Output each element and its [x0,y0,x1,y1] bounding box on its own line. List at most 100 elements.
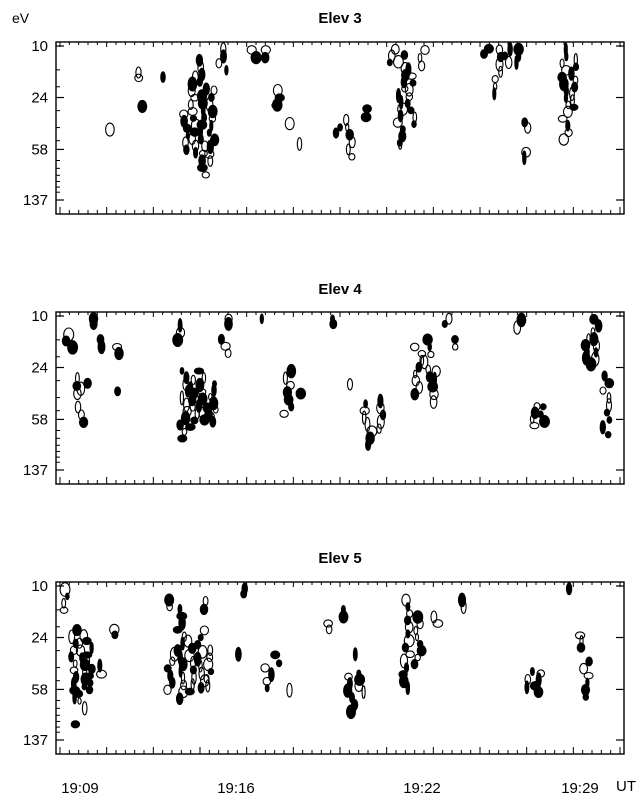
intensity-contour [343,672,359,720]
intensity-contour [96,334,106,355]
y-tick-label: 10 [31,308,48,325]
y-tick-label: 10 [31,578,48,595]
intensity-contour [164,593,175,612]
intensity-contour [398,593,415,696]
x-tick-label: 19:09 [61,780,99,797]
y-tick-label: 137 [23,192,48,209]
intensity-contour [599,370,615,439]
intensity-contour [501,41,513,70]
intensity-contour [235,646,242,662]
y-tick-label: 24 [31,630,48,647]
intensity-contour [260,45,271,64]
intensity-contour [480,43,494,59]
intensity-contour [329,314,338,330]
intensity-contour [76,377,92,396]
intensity-contour [323,619,333,635]
intensity-contour [259,313,264,325]
intensity-contour [376,393,387,434]
intensity-contour [88,312,99,330]
intensity-contour [185,374,200,431]
y-tick-label: 137 [23,732,48,749]
intensity-contour [183,634,197,696]
intensity-contour [68,624,82,705]
panel-5: Elev 5 10 24 58 137 [23,550,625,755]
intensity-contour [112,342,124,361]
plot-frame [55,311,625,485]
intensity-contour [529,669,546,698]
y-tick-label: 137 [23,462,48,479]
intensity-contour [284,116,295,131]
intensity-contour [513,42,524,70]
intensity-contour [105,122,115,137]
intensity-contour [270,650,283,668]
intensity-contour [59,582,71,614]
intensity-contour [589,313,603,367]
intensity-contour [179,109,192,156]
panel-title: Elev 4 [318,281,362,298]
intensity-contour [457,592,467,615]
intensity-contour [204,85,220,167]
intensity-contour [199,595,209,616]
intensity-contour [217,333,232,359]
intensity-contour [359,399,378,451]
intensity-contour [224,313,233,331]
x-tick-label: 19:22 [403,780,441,797]
intensity-contour [61,327,79,355]
intensity-contour [346,378,354,391]
intensity-contour [417,45,430,72]
panel-title: Elev 5 [318,550,361,567]
x-tick-label: 19:29 [561,780,599,797]
intensity-contour [172,318,186,348]
intensity-contour [568,52,580,111]
energy-unit-label: eV [12,10,30,26]
intensity-contour [114,386,122,397]
intensity-contour [295,387,307,400]
intensity-contour [537,403,550,428]
intensity-contour [354,669,366,699]
intensity-contour [427,365,441,409]
intensity-contour [352,647,358,662]
intensity-contour [343,113,356,161]
intensity-contour [74,400,89,428]
y-tick-label: 58 [31,141,48,158]
intensity-contour [272,83,285,112]
intensity-contour [386,43,400,67]
intensity-contour [332,123,343,139]
intensity-contour [70,720,81,729]
intensity-contour [193,625,210,694]
intensity-contour [215,42,229,76]
intensity-contour [338,604,349,624]
intensity-contour [260,663,275,693]
y-tick-label: 58 [31,681,48,698]
intensity-contour [81,636,96,695]
intensity-contour [296,137,303,151]
intensity-contour [160,71,166,83]
intensity-contour [579,656,594,701]
intensity-contour [203,644,215,693]
intensity-contour [109,623,120,640]
intensity-contour [360,104,372,123]
y-tick-label: 24 [31,360,48,377]
intensity-contour [420,333,435,383]
x-tick-label: 19:16 [217,780,255,797]
y-tick-label: 24 [31,90,48,107]
intensity-contour [524,666,535,695]
intensity-contour [451,335,459,351]
intensity-contour [398,138,403,150]
intensity-contour [565,582,573,596]
intensity-contour [279,363,297,418]
intensity-contour [521,146,532,166]
intensity-contour [202,397,217,428]
panel-4: Elev 4 10 24 58 137 [23,281,625,485]
intensity-contour [441,312,453,328]
y-tick-label: 10 [31,38,48,55]
intensity-contour [521,117,532,134]
intensity-contour [286,682,293,698]
panel-title: Elev 3 [318,10,361,27]
intensity-contour [513,312,527,335]
time-unit-label: UT [616,778,636,795]
intensity-contour [410,610,427,670]
intensity-contour [240,582,248,599]
